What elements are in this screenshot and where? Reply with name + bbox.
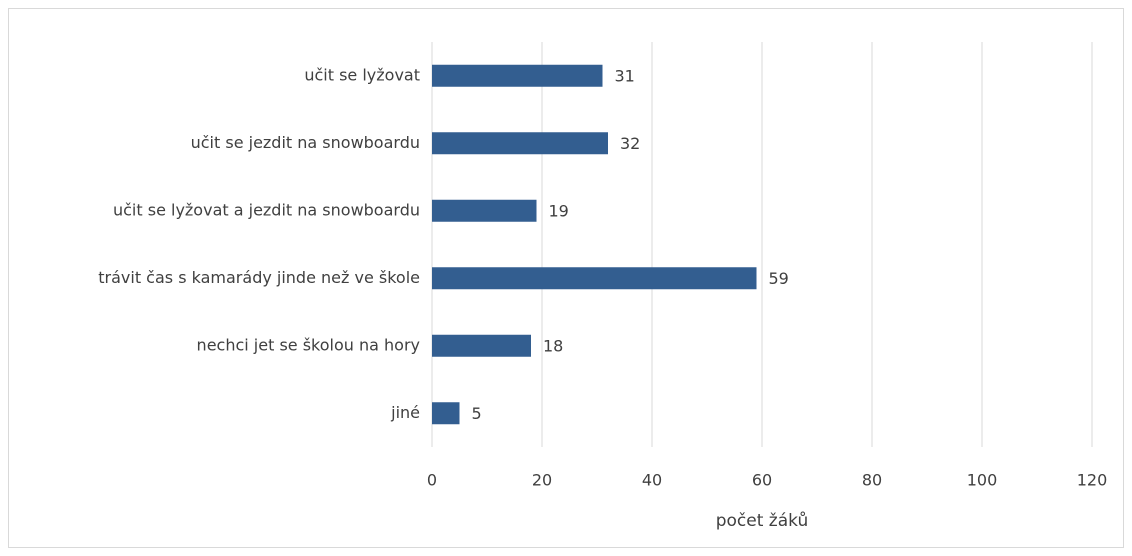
bar (432, 267, 757, 290)
x-tick-label: 120 (1077, 471, 1108, 490)
x-tick-label: 60 (752, 471, 772, 490)
x-tick-label: 100 (967, 471, 998, 490)
y-tick-label: učit se lyžovat a jezdit na snowboardu (113, 200, 420, 219)
bar (432, 334, 531, 357)
value-label: 19 (549, 201, 569, 220)
x-axis-title: počet žáků (716, 511, 809, 531)
x-tick-label: 80 (862, 471, 882, 490)
x-tick-label: 0 (427, 471, 437, 490)
bar (432, 199, 537, 222)
value-label: 5 (472, 404, 482, 423)
y-tick-label: nechci jet se školou na hory (197, 335, 420, 354)
value-label: 31 (615, 66, 635, 85)
y-tick-label: jiné (390, 403, 420, 422)
value-label: 59 (769, 269, 789, 288)
bar (432, 132, 608, 155)
x-tick-label: 20 (532, 471, 552, 490)
y-tick-label: trávit čas s kamarády jinde než ve škole (98, 268, 420, 287)
x-tick-label: 40 (642, 471, 662, 490)
value-label: 18 (543, 336, 563, 355)
y-tick-label: učit se lyžovat (304, 65, 420, 84)
value-label: 32 (620, 134, 640, 153)
bar (432, 64, 603, 87)
bar (432, 402, 460, 425)
y-tick-label: učit se jezdit na snowboardu (191, 133, 420, 152)
